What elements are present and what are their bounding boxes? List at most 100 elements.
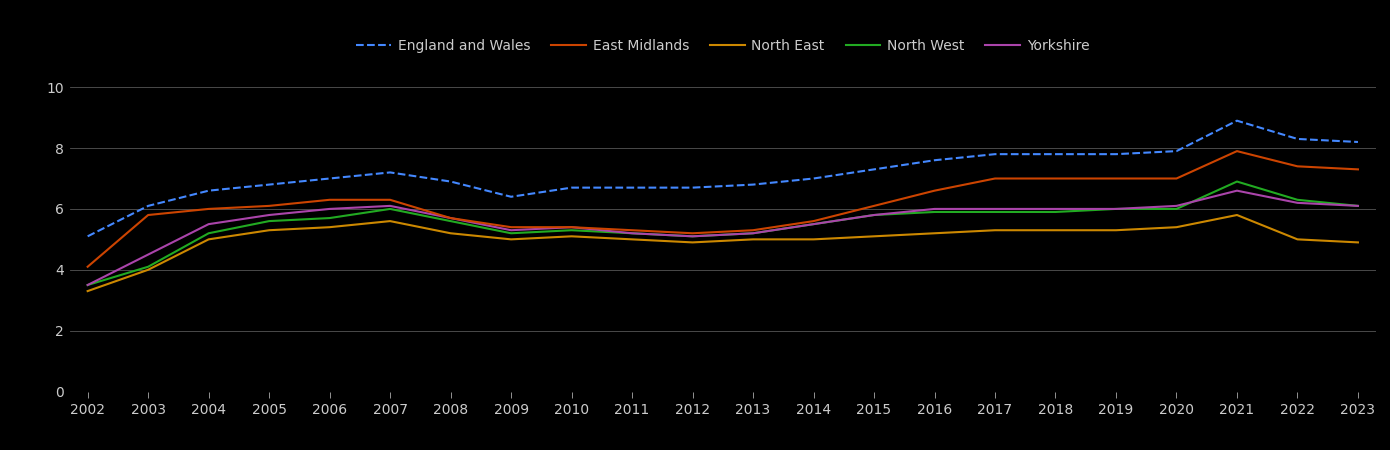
Yorkshire — [866, 212, 883, 218]
England and Wales — [1168, 148, 1184, 154]
North West — [261, 218, 278, 224]
Yorkshire — [1047, 206, 1063, 211]
East Midlands — [1229, 148, 1245, 154]
North West — [140, 264, 157, 270]
England and Wales — [200, 188, 217, 194]
East Midlands — [866, 203, 883, 209]
North East — [866, 234, 883, 239]
East Midlands — [926, 188, 942, 194]
North East — [745, 237, 762, 242]
East Midlands — [321, 197, 338, 202]
England and Wales — [1229, 118, 1245, 123]
Yorkshire — [805, 221, 821, 227]
North West — [79, 282, 96, 288]
North West — [684, 234, 701, 239]
North East — [261, 228, 278, 233]
Yorkshire — [1350, 203, 1366, 209]
Yorkshire — [1229, 188, 1245, 194]
North East — [1047, 228, 1063, 233]
East Midlands — [140, 212, 157, 218]
North East — [926, 230, 942, 236]
England and Wales — [624, 185, 641, 190]
North East — [1229, 212, 1245, 218]
Yorkshire — [321, 206, 338, 211]
Yorkshire — [624, 230, 641, 236]
North East — [805, 237, 821, 242]
North East — [684, 240, 701, 245]
Line: North East: North East — [88, 215, 1358, 291]
England and Wales — [1350, 140, 1366, 145]
England and Wales — [805, 176, 821, 181]
Line: England and Wales: England and Wales — [88, 121, 1358, 236]
North West — [1229, 179, 1245, 184]
East Midlands — [1350, 166, 1366, 172]
Yorkshire — [1289, 200, 1305, 206]
East Midlands — [1047, 176, 1063, 181]
East Midlands — [200, 206, 217, 211]
England and Wales — [1108, 152, 1125, 157]
East Midlands — [1168, 176, 1184, 181]
North East — [563, 234, 580, 239]
North West — [1168, 206, 1184, 211]
North East — [624, 237, 641, 242]
North East — [987, 228, 1004, 233]
North West — [926, 209, 942, 215]
East Midlands — [624, 228, 641, 233]
England and Wales — [926, 158, 942, 163]
East Midlands — [382, 197, 399, 202]
Yorkshire — [563, 225, 580, 230]
England and Wales — [382, 170, 399, 175]
England and Wales — [866, 166, 883, 172]
North West — [442, 218, 459, 224]
Yorkshire — [79, 282, 96, 288]
East Midlands — [987, 176, 1004, 181]
North East — [1108, 228, 1125, 233]
North West — [1289, 197, 1305, 202]
North East — [140, 267, 157, 273]
Yorkshire — [503, 228, 520, 233]
England and Wales — [442, 179, 459, 184]
North West — [745, 230, 762, 236]
East Midlands — [745, 228, 762, 233]
East Midlands — [503, 225, 520, 230]
North West — [1350, 203, 1366, 209]
East Midlands — [805, 218, 821, 224]
Yorkshire — [382, 203, 399, 209]
Yorkshire — [987, 206, 1004, 211]
North West — [382, 206, 399, 211]
North West — [503, 230, 520, 236]
North West — [200, 230, 217, 236]
Yorkshire — [140, 252, 157, 257]
North West — [563, 228, 580, 233]
England and Wales — [684, 185, 701, 190]
England and Wales — [261, 182, 278, 187]
England and Wales — [321, 176, 338, 181]
England and Wales — [987, 152, 1004, 157]
North West — [624, 230, 641, 236]
Line: North West: North West — [88, 181, 1358, 285]
North East — [1289, 237, 1305, 242]
North East — [1350, 240, 1366, 245]
Yorkshire — [261, 212, 278, 218]
Yorkshire — [1168, 203, 1184, 209]
North East — [200, 237, 217, 242]
East Midlands — [79, 264, 96, 270]
North West — [321, 216, 338, 221]
North East — [79, 288, 96, 294]
North East — [321, 225, 338, 230]
North West — [805, 221, 821, 227]
Line: Yorkshire: Yorkshire — [88, 191, 1358, 285]
England and Wales — [79, 234, 96, 239]
Legend: England and Wales, East Midlands, North East, North West, Yorkshire: England and Wales, East Midlands, North … — [350, 34, 1095, 58]
East Midlands — [261, 203, 278, 209]
England and Wales — [140, 203, 157, 209]
England and Wales — [1047, 152, 1063, 157]
England and Wales — [1289, 136, 1305, 142]
North East — [503, 237, 520, 242]
Yorkshire — [745, 230, 762, 236]
East Midlands — [442, 216, 459, 221]
North East — [1168, 225, 1184, 230]
North East — [382, 218, 399, 224]
Yorkshire — [200, 221, 217, 227]
England and Wales — [745, 182, 762, 187]
